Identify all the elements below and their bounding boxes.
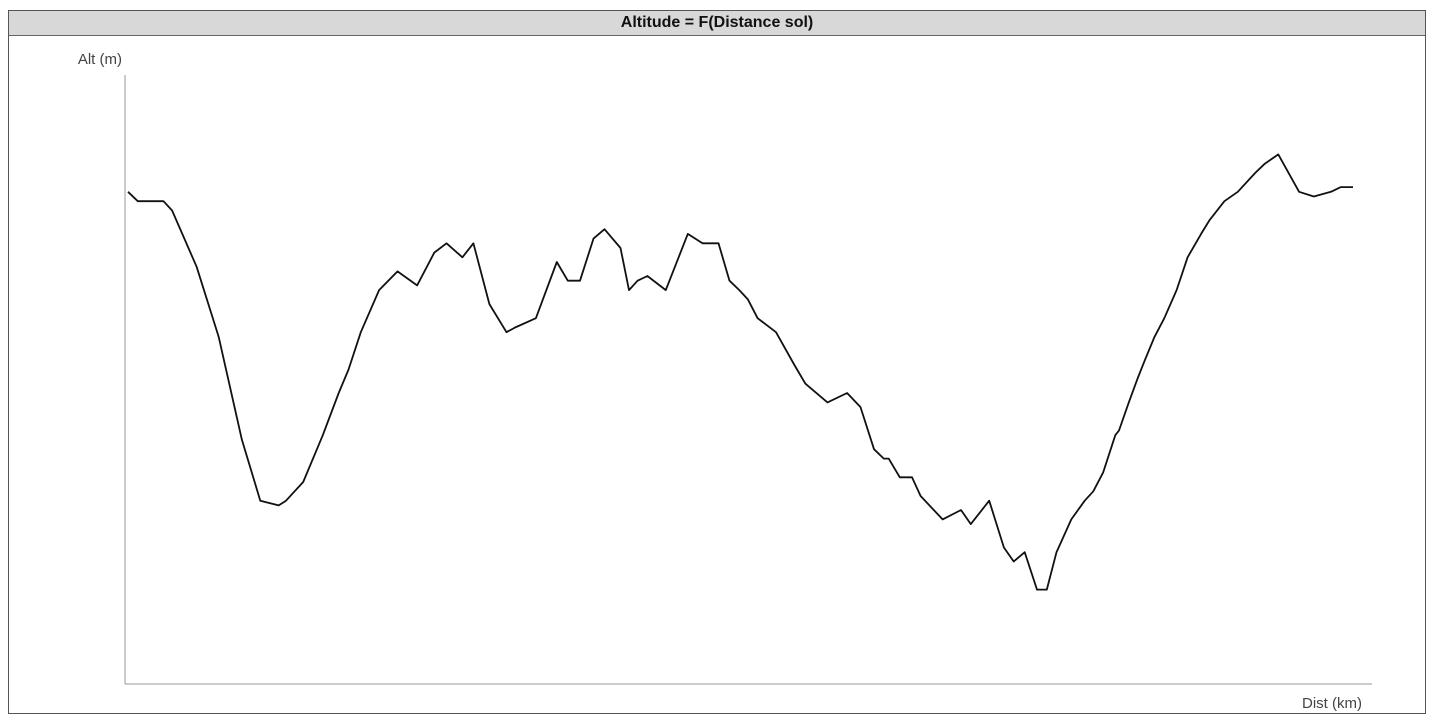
series-line-0 — [127, 153, 1353, 591]
x-axis-label: Dist (km) — [1302, 695, 1362, 712]
y-axis-label: Alt (m) — [78, 51, 122, 68]
chart-frame: Altitude = F(Distance sol) — [8, 10, 1426, 714]
chart-title: Altitude = F(Distance sol) — [620, 14, 814, 31]
chart-title-bar: Altitude = F(Distance sol) — [9, 11, 1425, 36]
series-group — [127, 153, 1353, 591]
